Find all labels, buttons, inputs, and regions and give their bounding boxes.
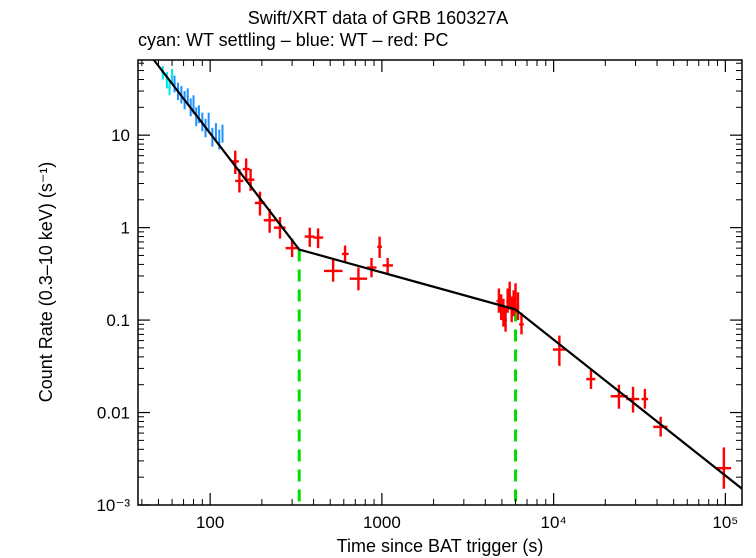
data-point (242, 158, 250, 181)
plot-frame (137, 59, 743, 506)
data-point (377, 236, 382, 258)
data-point (323, 259, 343, 282)
data-point (221, 124, 224, 143)
y-tick-label: 1 (121, 219, 130, 238)
data-point (519, 312, 524, 335)
break-time-lines (297, 249, 518, 505)
data-point (304, 227, 315, 247)
x-tick-label: 10⁴ (541, 513, 567, 532)
x-tick-label: 10⁵ (712, 513, 738, 532)
data-point (514, 283, 517, 313)
y-axis-label: Count Rate (0.3–10 keV) (s⁻¹) (36, 162, 56, 403)
x-tick-label: 100 (196, 513, 224, 532)
series-pc (231, 150, 732, 489)
data-point (207, 112, 210, 132)
model-line (153, 59, 743, 490)
series-wt (173, 75, 224, 150)
data-point (313, 228, 324, 249)
data-point (586, 369, 596, 389)
data-point (715, 447, 732, 489)
data-point (641, 388, 649, 409)
chart-title: Swift/XRT data of GRB 160327A (247, 8, 509, 28)
data-point (501, 298, 505, 327)
data-point (504, 306, 507, 332)
y-tick-label: 0.1 (106, 311, 130, 330)
data-point (170, 68, 174, 84)
x-tick-label: 1000 (363, 513, 401, 532)
data-point (214, 123, 217, 142)
data-point (349, 267, 368, 291)
y-tick-label: 10 (111, 126, 130, 145)
data-point (516, 292, 520, 321)
y-tick-label: 0.01 (97, 404, 130, 423)
data-point (552, 335, 566, 366)
data-point (341, 245, 349, 263)
chart-subtitle: cyan: WT settling – blue: WT – red: PC (138, 30, 449, 50)
data-point (173, 75, 176, 93)
data-point (367, 257, 377, 278)
model-fit-line (153, 59, 743, 490)
x-axis-label: Time since BAT trigger (s) (337, 536, 544, 556)
data-point (382, 257, 393, 274)
data-points (161, 65, 732, 489)
y-tick-label: 10⁻³ (96, 496, 130, 515)
